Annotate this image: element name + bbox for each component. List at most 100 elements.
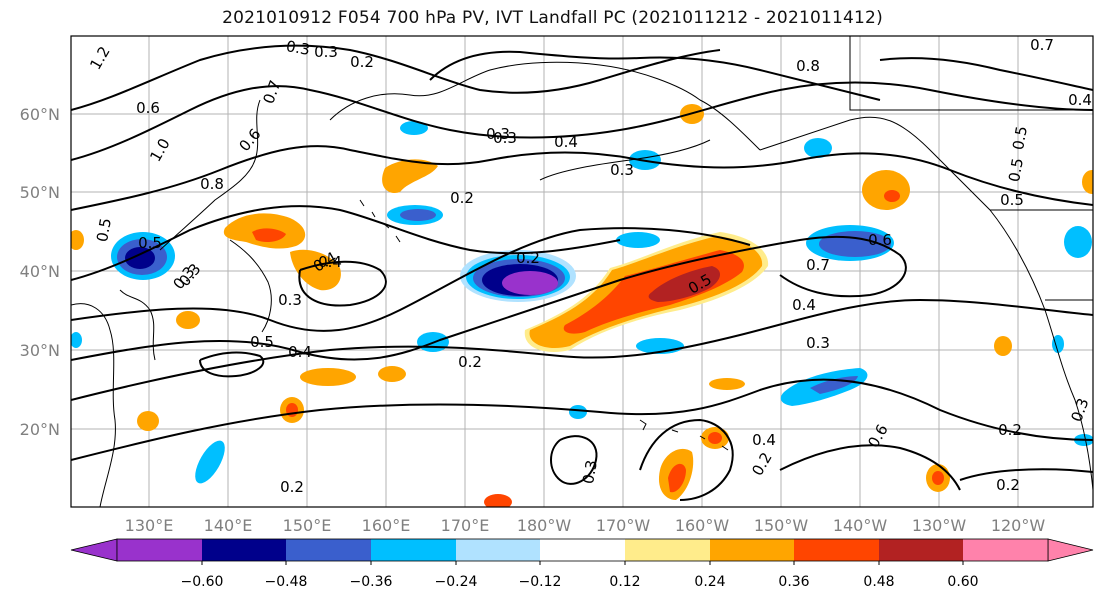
longitude-label: 130°E [125, 516, 174, 535]
colorbar-swatch [286, 539, 371, 561]
contour-label: 0.3 [278, 291, 302, 309]
colorbar-swatch [371, 539, 456, 561]
colorbar-tick-label: −0.36 [350, 574, 393, 590]
contour-label: 0.2 [280, 478, 304, 496]
colorbar-swatch [963, 539, 1048, 561]
positive-anomaly-north [382, 159, 438, 193]
colorbar-swatch [625, 539, 710, 561]
colorbar-swatch [456, 539, 540, 561]
longitude-label: 150°W [754, 516, 809, 535]
contour-label: 0.5 [1009, 125, 1031, 152]
contour-label: 0.2 [458, 353, 482, 371]
latitude-label: 30°N [20, 341, 60, 360]
longitude-label: 160°E [362, 516, 411, 535]
positive-anomaly-subtrop [378, 366, 406, 382]
longitude-label: 130°W [912, 516, 967, 535]
contour-label: 0.3 [285, 37, 312, 59]
colorbar-tick-label: −0.12 [519, 574, 562, 590]
positive-anomaly-subtrop [709, 378, 745, 390]
positive-anomaly-subtrop [137, 411, 159, 431]
colorbar-swatch [117, 539, 202, 561]
colorbar-tick-label: 0.36 [778, 574, 809, 590]
colorbar-tick-labels: −0.60 −0.48 −0.36 −0.24 −0.12 0.12 0.24 0.36 0.4… [181, 561, 979, 590]
negative-anomaly-north [400, 209, 436, 221]
contour-label: 0.5 [1000, 191, 1024, 209]
longitude-label: 160°W [675, 516, 730, 535]
shaded-pc-field [71, 104, 1093, 507]
negative-anomaly-w [71, 332, 82, 348]
negative-anomaly-south [569, 405, 587, 419]
contour-label: 0.4 [792, 296, 816, 314]
longitude-label: 170°E [441, 516, 490, 535]
figure-title: 2021010912 F054 700 hPa PV, IVT Landfall… [222, 8, 883, 28]
negative-anomaly-north [400, 121, 428, 135]
colorbar-tick-label: −0.48 [265, 574, 308, 590]
contour-label: 0.7 [1030, 36, 1054, 54]
positive-anomaly-japan [252, 228, 286, 242]
contour-label: 0.5 [93, 217, 115, 244]
latitude-label: 20°N [20, 420, 60, 439]
positive-anomaly-ne [862, 170, 910, 210]
longitude-label: 170°W [596, 516, 651, 535]
contour-label: 0.5 [138, 234, 162, 252]
longitude-label: 140°W [833, 516, 888, 535]
negative-anomaly-center [502, 271, 558, 295]
positive-anomaly-subtrop [708, 432, 722, 444]
colorbar-extend-low [70, 538, 118, 562]
contour-label: 0.4 [288, 343, 312, 361]
positive-anomaly-band [648, 266, 721, 302]
positive-anomaly-hawaii [668, 463, 686, 493]
contour-label: 0.3 [806, 334, 830, 352]
negative-anomaly-subtrop [616, 232, 660, 248]
positive-anomaly-subtrop [176, 311, 200, 329]
colorbar-swatch [794, 539, 879, 561]
positive-anomaly-se [932, 471, 944, 485]
contour-label: 0.4 [752, 431, 776, 449]
contour-label: 0.8 [796, 57, 820, 75]
latitude-label: 50°N [20, 183, 60, 202]
longitude-label: 150°E [283, 516, 332, 535]
contour-label: 0.4 [318, 253, 342, 271]
colorbar-swatch [202, 539, 286, 561]
coastlines [71, 36, 1093, 507]
colorbar-tick-label: −0.24 [435, 574, 478, 590]
negative-anomaly-e [1064, 226, 1092, 258]
colorbar-tick-label: −0.60 [181, 574, 224, 590]
colorbar-outline [116, 538, 1049, 562]
negative-anomaly-e [1052, 335, 1064, 353]
positive-anomaly-subtrop [300, 368, 356, 386]
map-plot-area: 1.2 0.30.20.71.0 0.60.80.50.30.60.50.80.70… [71, 36, 1093, 507]
longitude-label: 140°E [204, 516, 253, 535]
contour-label: 0.2 [350, 53, 374, 71]
longitude-label: 120°W [991, 516, 1046, 535]
contour-label: 0.7 [806, 256, 830, 274]
contour-label: 0.3 [486, 125, 510, 143]
contour-label: 0.2 [450, 189, 474, 207]
contour-label: 0.4 [1068, 91, 1092, 109]
contour-label: 0.3 [579, 459, 601, 486]
contour-label: 0.2 [516, 249, 540, 267]
colorbar-tick-label: 0.60 [947, 574, 978, 590]
colorbar-swatch [710, 539, 794, 561]
contour-label: 0.3 [314, 43, 338, 61]
pv-contours [71, 44, 1093, 501]
positive-anomaly-w [71, 230, 84, 250]
colorbar-tick-label: 0.24 [694, 574, 725, 590]
contour-label: 0.5 [250, 333, 274, 351]
colorbar-tick-label: 0.48 [863, 574, 894, 590]
latitude-label: 40°N [20, 262, 60, 281]
contour-label: 0.4 [554, 133, 578, 151]
colorbar-tick-label: 0.12 [609, 574, 640, 590]
map-frame [70, 35, 1094, 508]
contour-label: 0.8 [200, 175, 224, 193]
contour-label: 0.6 [868, 231, 892, 249]
contour-label: 0.2 [998, 421, 1022, 439]
contour-label: 0.6 [136, 99, 160, 117]
longitude-label: 180°W [517, 516, 572, 535]
colorbar-swatch [879, 539, 963, 561]
latitude-labels: 60°N 50°N 40°N 30°N 20°N [20, 105, 60, 439]
positive-anomaly-se [994, 336, 1012, 356]
contour-label: 0.2 [996, 476, 1020, 494]
negative-anomaly-ak [804, 138, 832, 158]
